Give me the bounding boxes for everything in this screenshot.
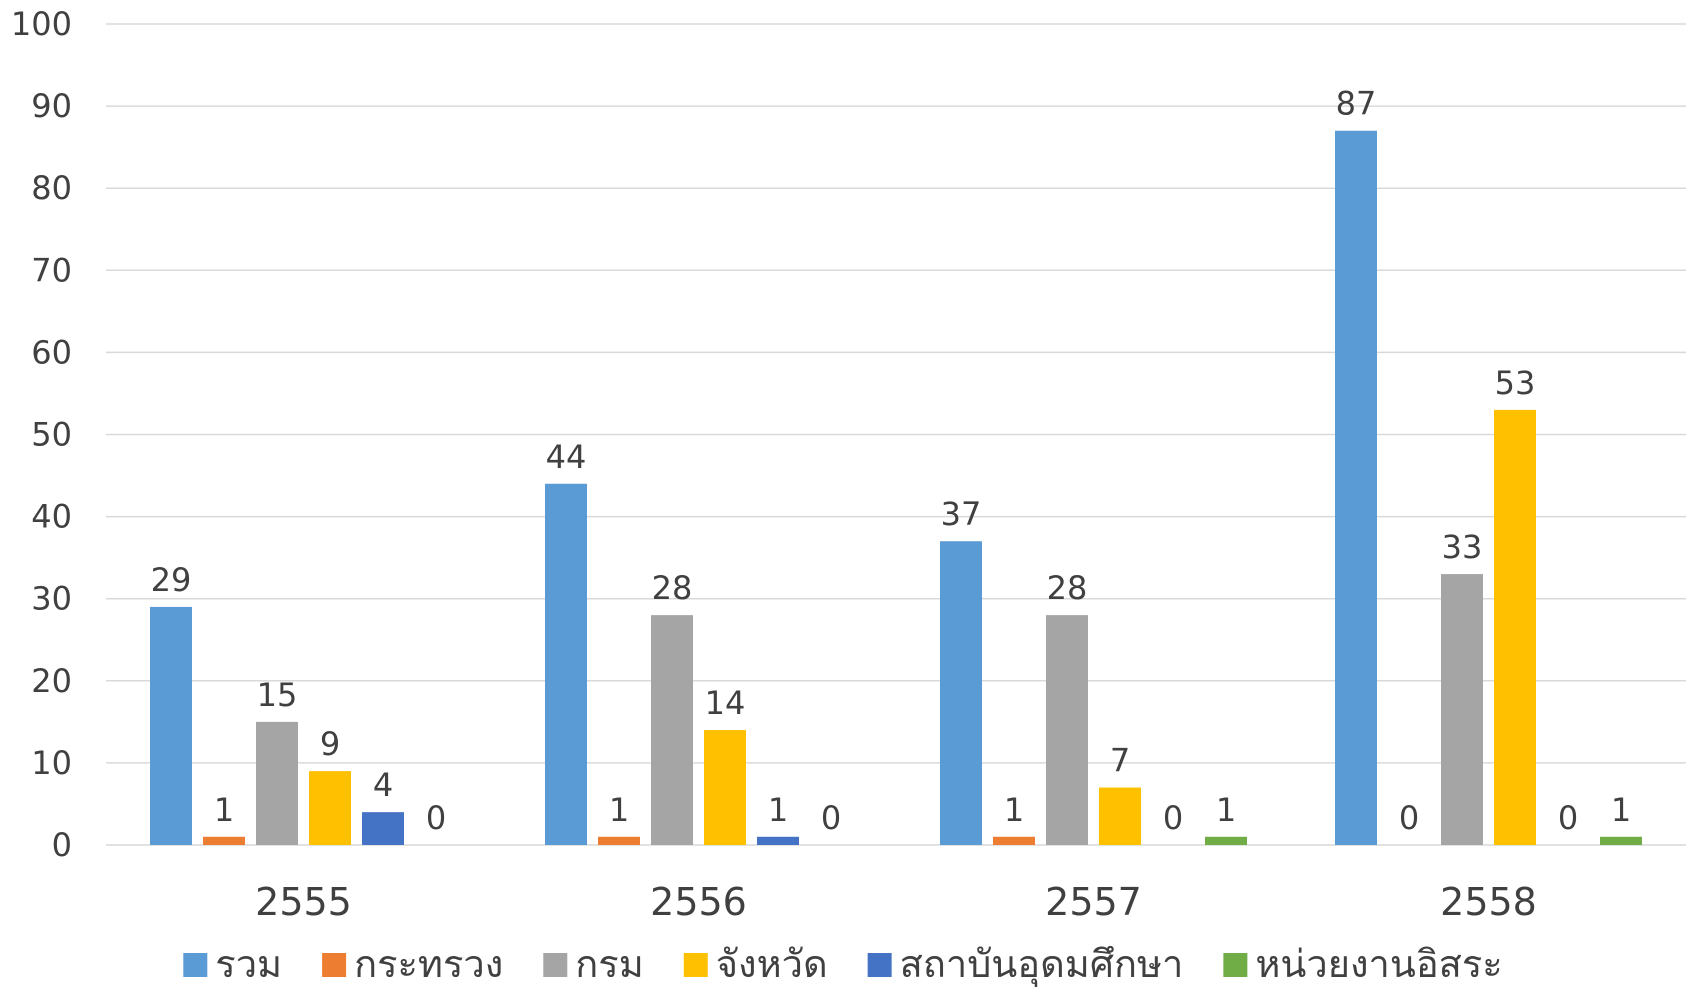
data-label: 14 (705, 684, 746, 722)
legend-item: จังหวัด (683, 942, 828, 986)
bar (1335, 130, 1377, 846)
data-label: 1 (1216, 791, 1236, 829)
data-label: 0 (1163, 799, 1183, 837)
bar (993, 836, 1035, 845)
y-tick-label: 50 (31, 416, 72, 454)
bar (1205, 836, 1247, 845)
legend-item: กระทรวง (322, 942, 503, 986)
bar (1441, 574, 1483, 845)
data-label: 53 (1495, 364, 1536, 402)
bar (651, 615, 693, 845)
y-tick-label: 70 (31, 251, 72, 289)
data-label: 1 (1004, 791, 1024, 829)
legend-swatch (683, 953, 708, 977)
bar (940, 541, 982, 845)
data-label: 0 (1558, 799, 1578, 837)
data-label: 28 (652, 569, 693, 607)
bar (1046, 615, 1088, 845)
bar (203, 836, 245, 845)
data-label: 1 (214, 791, 234, 829)
bar (309, 771, 351, 845)
bar (1099, 787, 1141, 845)
bar (150, 606, 192, 845)
x-category-label: 2556 (650, 880, 747, 924)
data-label: 1 (1611, 791, 1631, 829)
legend-swatch (867, 953, 892, 977)
data-label: 44 (546, 438, 587, 476)
data-label: 1 (768, 791, 788, 829)
legend-item: หน่วยงานอิสระ (1223, 942, 1503, 986)
y-tick-label: 90 (31, 87, 72, 125)
x-axis-category-labels: 2555 2556 2557 2558 (255, 880, 1537, 924)
y-tick-label: 80 (31, 169, 72, 207)
x-category-label: 2558 (1440, 880, 1537, 924)
bar (704, 730, 746, 845)
legend-label: หน่วยงานอิสระ (1255, 942, 1502, 986)
y-tick-label: 10 (31, 744, 72, 782)
legend-label: สถาบันอุดมศึกษา (900, 942, 1184, 987)
y-tick-label: 20 (31, 662, 72, 700)
bar (598, 836, 640, 845)
y-tick-label: 0 (52, 826, 72, 864)
y-tick-label: 60 (31, 333, 72, 371)
data-label: 0 (426, 799, 446, 837)
y-tick-label: 100 (11, 5, 72, 43)
legend-swatch (183, 953, 208, 977)
legend-item: รวม (183, 942, 282, 986)
data-label: 33 (1442, 528, 1483, 566)
bar (256, 721, 298, 845)
data-label: 28 (1047, 569, 1088, 607)
legend-label: รวม (215, 942, 282, 986)
data-label: 9 (320, 725, 340, 763)
data-label: 37 (941, 495, 982, 533)
bar (362, 812, 404, 845)
data-label: 0 (1399, 799, 1419, 837)
x-category-label: 2557 (1045, 880, 1142, 924)
legend-swatch (322, 953, 347, 977)
data-label: 1 (609, 791, 629, 829)
data-label: 15 (257, 676, 298, 714)
legend: รวม กระทรวง กรม จังหวัด สถาบันอุดมศึกษา หน่วย… (183, 942, 1503, 987)
bar (545, 483, 587, 845)
bar (1600, 836, 1642, 845)
legend-label: จังหวัด (716, 942, 828, 986)
bar (757, 836, 799, 845)
legend-swatch (1223, 953, 1248, 977)
x-category-label: 2555 (255, 880, 352, 924)
data-label: 87 (1336, 85, 1377, 123)
legend-swatch (543, 953, 568, 977)
bars (150, 130, 1642, 846)
bar (1494, 409, 1536, 845)
y-axis-tick-labels: 0 10 20 30 40 50 60 70 80 90 100 (11, 5, 72, 864)
legend-item: กรม (543, 942, 644, 986)
data-label: 29 (151, 561, 192, 599)
legend-label: กรม (575, 942, 643, 986)
y-tick-label: 30 (31, 580, 72, 618)
data-label: 7 (1110, 742, 1130, 780)
y-tick-label: 40 (31, 498, 72, 536)
data-label: 4 (373, 766, 393, 804)
legend-item: สถาบันอุดมศึกษา (867, 942, 1184, 987)
gridlines (106, 23, 1686, 846)
data-label: 0 (821, 799, 841, 837)
legend-label: กระทรวง (354, 942, 503, 986)
